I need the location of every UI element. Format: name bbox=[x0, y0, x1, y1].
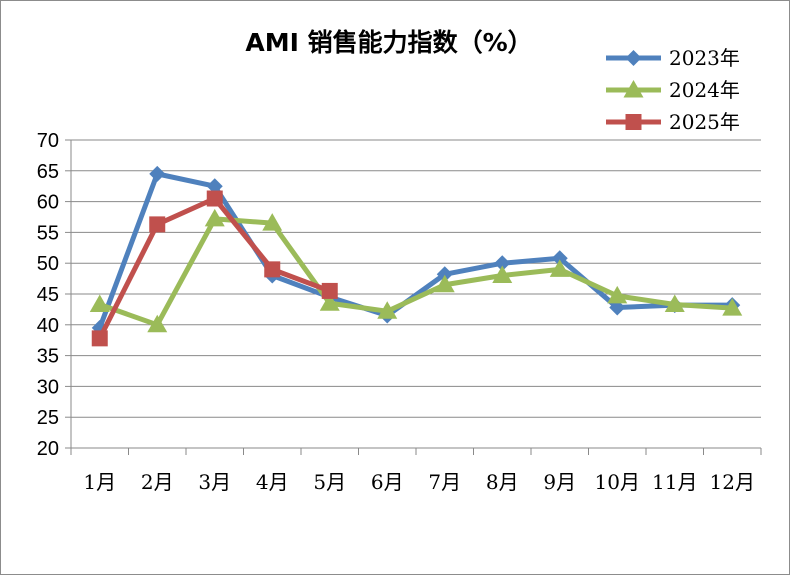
y-tick-label: 50 bbox=[37, 253, 59, 275]
y-tick-label: 25 bbox=[37, 407, 59, 429]
series-2023年 bbox=[91, 165, 741, 336]
legend-item: 2024年 bbox=[606, 78, 740, 102]
data-point bbox=[262, 213, 283, 231]
data-point bbox=[319, 293, 340, 311]
chart-title: AMI 销售能力指数（%） bbox=[245, 28, 532, 57]
y-tick-label: 45 bbox=[37, 284, 59, 306]
y-tick-label: 55 bbox=[37, 222, 59, 244]
legend-marker bbox=[623, 80, 644, 98]
x-tick-label: 12月 bbox=[710, 470, 755, 494]
grid-lines bbox=[71, 139, 761, 418]
series-line bbox=[97, 171, 735, 331]
y-tick-label: 40 bbox=[37, 315, 59, 337]
data-point bbox=[551, 250, 568, 267]
legend-label: 2024年 bbox=[669, 78, 740, 102]
series-group bbox=[89, 165, 743, 347]
y-tick-label: 30 bbox=[37, 376, 59, 398]
legend: 2023年 2024年 2025年 bbox=[606, 46, 740, 134]
y-tick-label: 20 bbox=[37, 438, 59, 460]
data-point bbox=[149, 216, 166, 233]
data-point bbox=[494, 255, 511, 272]
x-tick-label: 6月 bbox=[371, 470, 404, 494]
data-point bbox=[549, 259, 570, 277]
data-point bbox=[377, 301, 398, 319]
data-point bbox=[204, 208, 225, 227]
legend-label: 2025年 bbox=[669, 110, 740, 134]
legend-item: 2025年 bbox=[606, 110, 740, 134]
data-point bbox=[492, 265, 513, 284]
y-tick-labels: 20 25 30 35 40 45 50 55 60 65 70 bbox=[37, 130, 59, 460]
x-tick-label: 9月 bbox=[543, 470, 576, 494]
data-point bbox=[609, 299, 626, 316]
y-tick-label: 65 bbox=[37, 161, 59, 183]
legend-marker bbox=[625, 114, 642, 130]
series-line bbox=[97, 216, 735, 328]
x-tick-label: 11月 bbox=[652, 470, 697, 494]
data-point bbox=[436, 266, 453, 283]
legend-label: 2023年 bbox=[669, 46, 740, 70]
data-point bbox=[434, 274, 455, 293]
x-tick-label: 3月 bbox=[198, 470, 231, 494]
series-2024年 bbox=[89, 208, 743, 333]
series-2025年 bbox=[91, 190, 338, 347]
data-point bbox=[149, 165, 166, 182]
data-point bbox=[264, 261, 281, 278]
x-tick-label: 1月 bbox=[83, 470, 116, 494]
data-point bbox=[147, 314, 168, 333]
axes bbox=[65, 139, 762, 455]
y-tick-label: 35 bbox=[37, 346, 59, 368]
x-tick-label: 8月 bbox=[486, 470, 519, 494]
legend-marker bbox=[625, 50, 642, 66]
data-point bbox=[607, 285, 628, 304]
x-tick-labels: 1月 2月 3月 4月 5月 6月 7月 8月 9月 10月 11月 12月 bbox=[83, 470, 755, 494]
data-point bbox=[664, 294, 685, 312]
data-point bbox=[206, 178, 223, 195]
data-point bbox=[722, 298, 743, 316]
data-point bbox=[89, 294, 110, 312]
y-tick-label: 60 bbox=[37, 192, 59, 214]
x-tick-label: 7月 bbox=[428, 470, 461, 494]
x-tick-label: 5月 bbox=[313, 470, 346, 494]
x-tick-label: 10月 bbox=[595, 470, 640, 494]
data-point bbox=[206, 190, 223, 207]
legend-item: 2023年 bbox=[606, 46, 740, 70]
data-point bbox=[91, 330, 108, 347]
data-point bbox=[321, 282, 338, 299]
x-tick-label: 2月 bbox=[141, 470, 174, 494]
x-tick-label: 4月 bbox=[256, 470, 289, 494]
y-tick-label: 70 bbox=[37, 130, 59, 152]
